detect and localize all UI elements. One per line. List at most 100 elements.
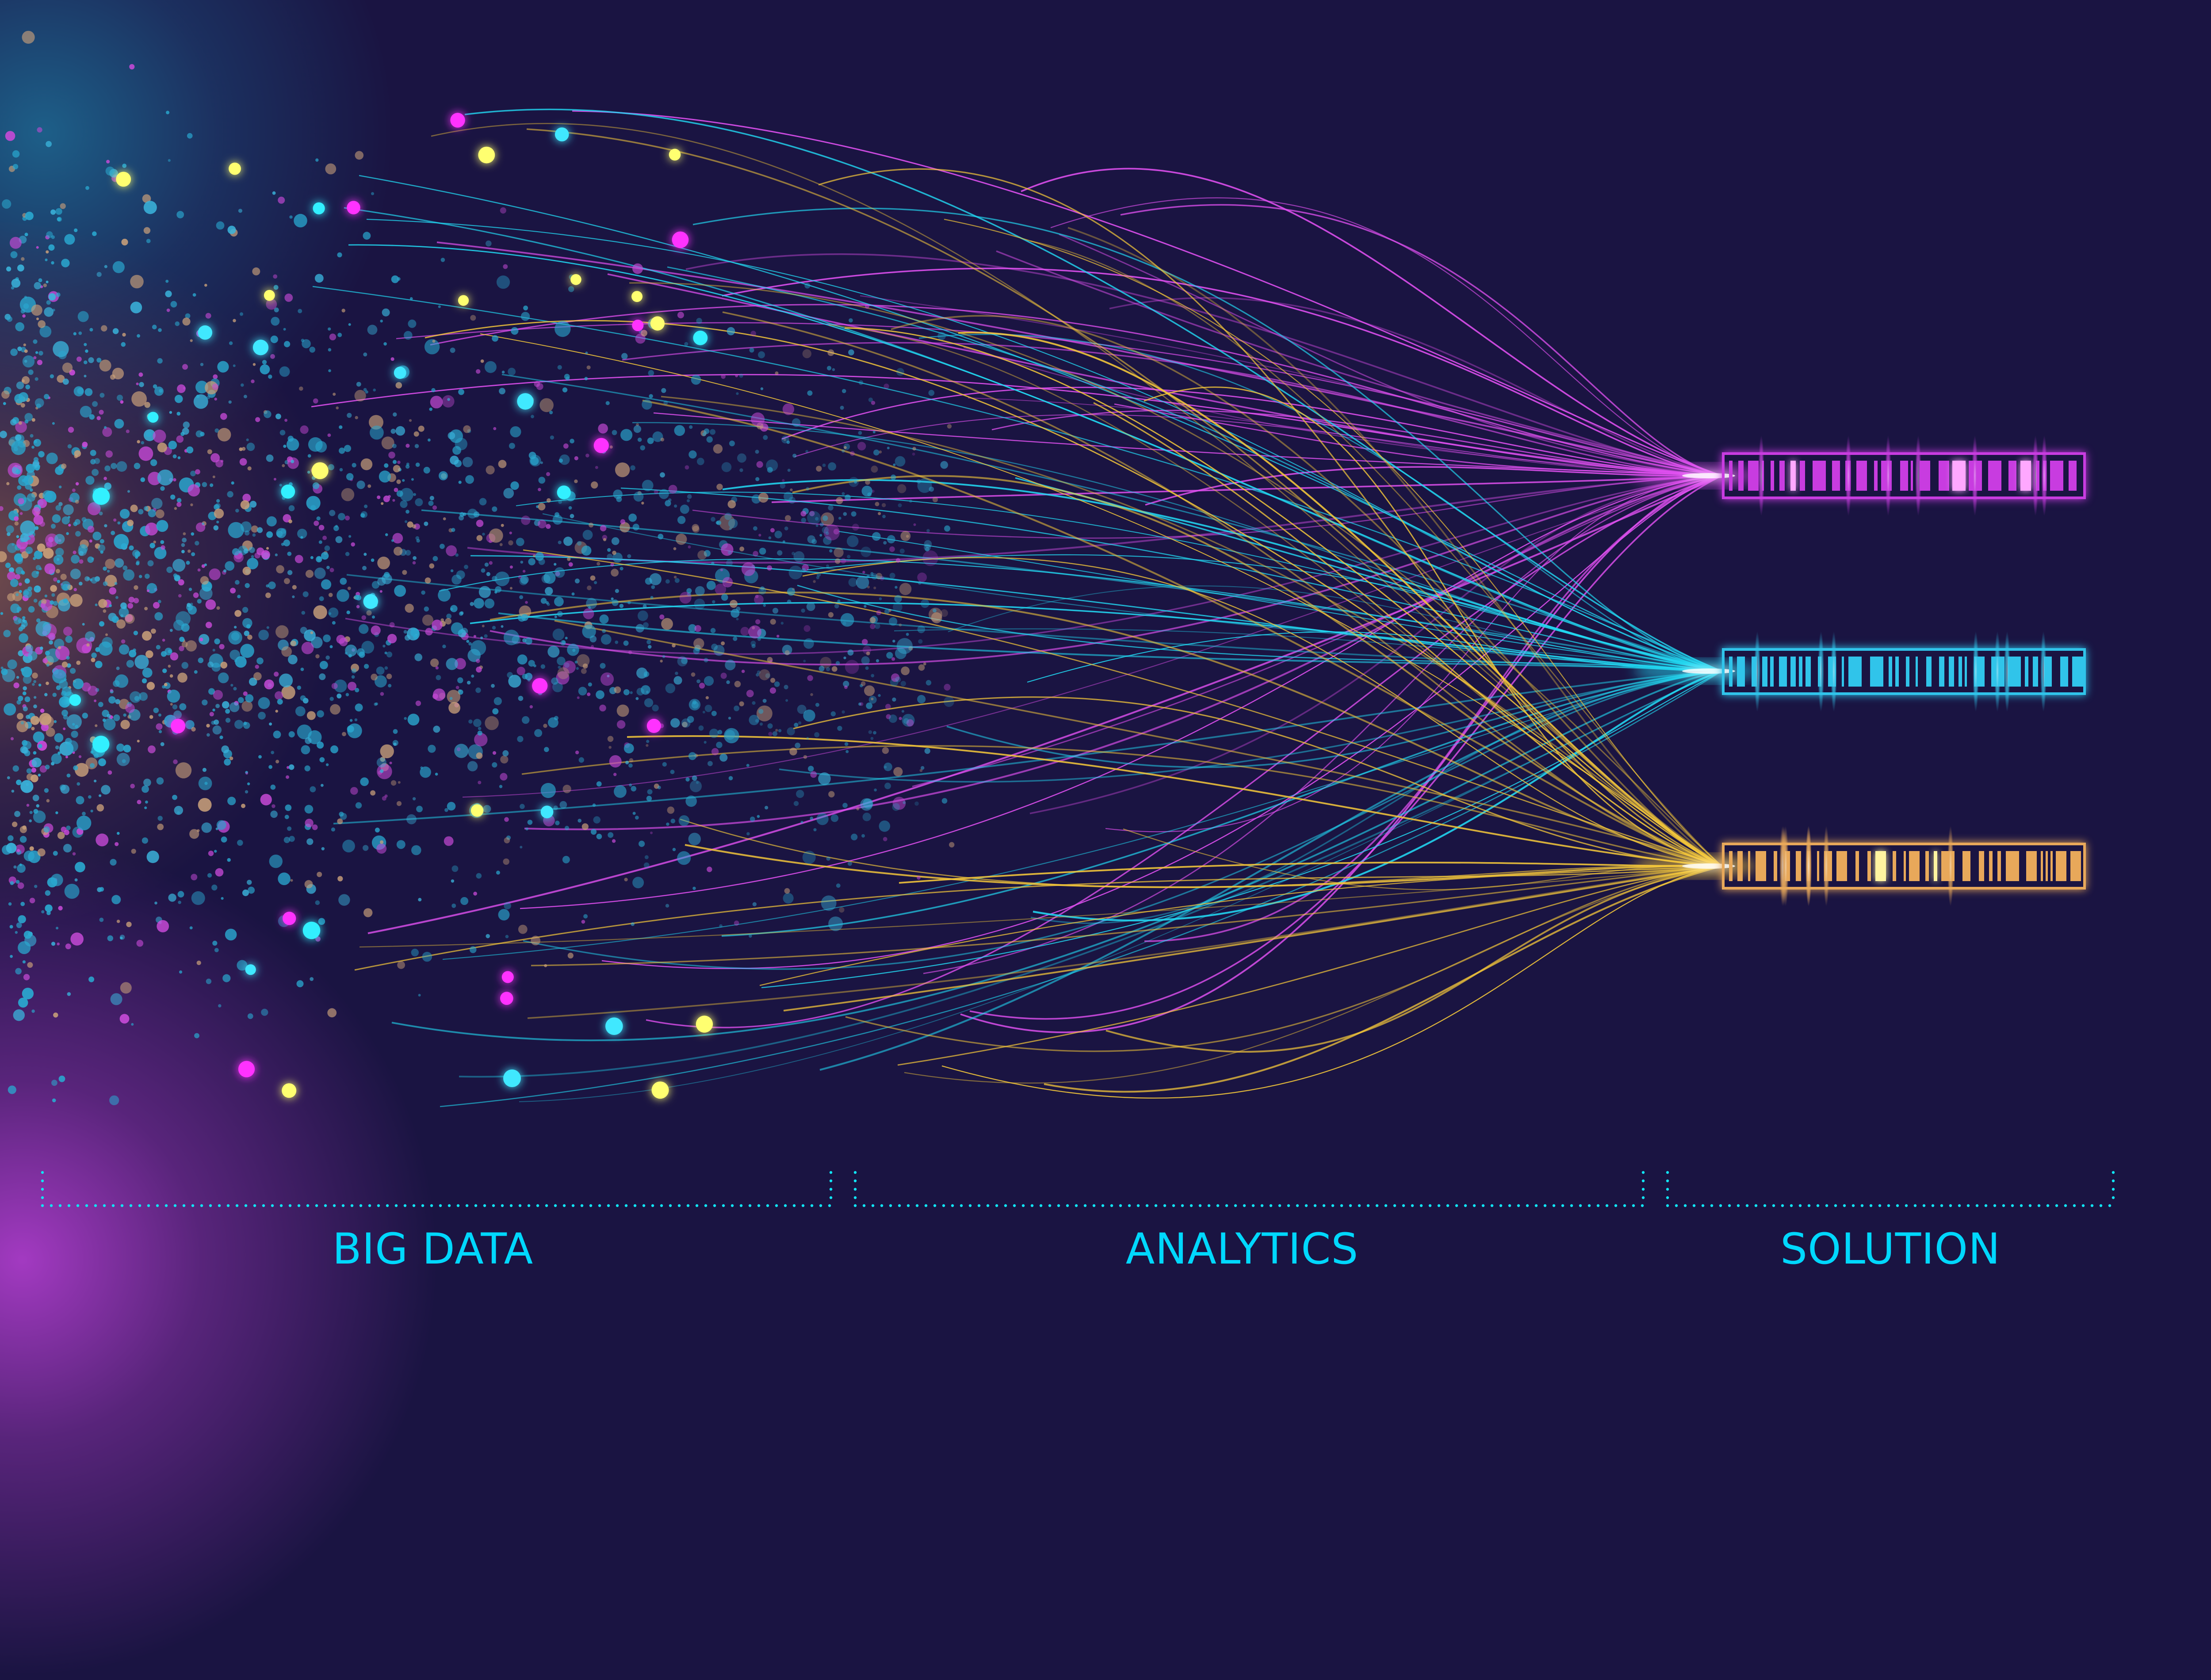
barcode-bar	[1889, 657, 1892, 687]
barcode-bar	[2046, 851, 2048, 881]
barcode-bar	[2056, 851, 2066, 881]
bracket-solution	[1666, 1171, 2115, 1207]
barcode-bar	[1806, 657, 1811, 687]
barcode-bar	[1790, 657, 1796, 687]
barcode-bar	[1949, 657, 1954, 687]
barcode-flare	[1947, 825, 1954, 907]
barcode-flare	[1971, 435, 1978, 516]
barcode-flare	[1994, 631, 2001, 712]
barcode-bar	[1875, 851, 1886, 881]
barcode-bar	[1790, 461, 1796, 491]
barcode-flare	[1805, 825, 1812, 907]
analytics-connection-lines	[311, 108, 1723, 1107]
barcode-bar	[1874, 461, 1878, 491]
barcode-bar	[2072, 657, 2085, 687]
bracket-big-data	[41, 1171, 833, 1207]
barcode-bar	[2025, 657, 2028, 687]
barcode-bar	[2033, 657, 2038, 687]
barcode-bar	[1959, 657, 1962, 687]
big-data-particles	[0, 31, 955, 1105]
stage-label-solution: SOLUTION	[1780, 1224, 2001, 1274]
barcode-bar	[1870, 657, 1883, 687]
barcode-flare	[2032, 435, 2039, 516]
stage-label-analytics: ANALYTICS	[1125, 1224, 1359, 1274]
barcode-flare	[2004, 631, 2011, 712]
barcode-bar	[1748, 461, 1759, 491]
barcode-bar	[1762, 657, 1767, 687]
barcode-bar	[1867, 851, 1871, 881]
barcode-flare	[2041, 435, 2048, 516]
barcode-bar	[1904, 851, 1906, 881]
barcode-bar	[1729, 461, 1733, 491]
barcode-flare	[1779, 825, 1786, 907]
barcode-flare	[1830, 631, 1837, 712]
barcode-flare	[1758, 435, 1764, 516]
barcode-bar	[1774, 851, 1777, 881]
barcode-flare	[1823, 825, 1829, 907]
barcode-bar	[1997, 851, 2001, 881]
barcode-bar	[1934, 851, 1937, 881]
barcode-flare	[1754, 631, 1760, 712]
barcode-bar	[1779, 657, 1787, 687]
barcode-bar	[1979, 851, 1984, 881]
barcode-bar	[2008, 461, 2016, 491]
barcode-flare	[1818, 631, 1825, 712]
barcode-bar	[1965, 657, 1967, 687]
barcode-bar	[1836, 851, 1847, 881]
barcode-bar	[2070, 851, 2081, 881]
barcode-bar	[1813, 461, 1826, 491]
barcode-flare	[1973, 631, 1979, 712]
barcode-bar	[1771, 461, 1774, 491]
barcode-bar	[1939, 657, 1944, 687]
barcode-bar	[1770, 657, 1774, 687]
barcode-bar	[1939, 461, 1949, 491]
barcode-bar	[1779, 461, 1785, 491]
yellow-output-lines	[354, 122, 1723, 1099]
barcode-bar	[2020, 461, 2031, 491]
barcode-bar	[1895, 657, 1899, 687]
barcode-bar	[1856, 461, 1867, 491]
barcode-bar	[1855, 851, 1859, 881]
cyan-output-lines	[312, 108, 1722, 1107]
barcode-bar	[1737, 657, 1745, 687]
barcode-bar	[1989, 851, 1993, 881]
barcode-bar	[1729, 657, 1733, 687]
barcode-bar	[1848, 657, 1862, 687]
barcode-bar	[1920, 461, 1930, 491]
barcode-bar	[2050, 851, 2053, 881]
barcode-bar	[2026, 851, 2037, 881]
data-flow-illustration	[0, 31, 2115, 1207]
barcode-bar	[1962, 851, 1970, 881]
barcode-bar	[1952, 461, 1966, 491]
barcode-flare	[1885, 435, 1892, 516]
barcode-bar	[2069, 461, 2077, 491]
barcode-bar	[1738, 461, 1744, 491]
barcode-bar	[1729, 851, 1733, 881]
barcode-bar	[1925, 851, 1929, 881]
barcode-bar	[1799, 657, 1802, 687]
barcode-flare	[1845, 435, 1852, 516]
barcode-bar	[1906, 657, 1909, 687]
barcode-bar	[1988, 461, 2001, 491]
barcode-bar	[1893, 851, 1896, 881]
convergence-points	[1633, 464, 1757, 878]
barcode-bar	[1926, 657, 1932, 687]
barcode-flare	[2040, 631, 2047, 712]
stage-brackets	[41, 1171, 2115, 1207]
barcode-bar	[1737, 851, 1743, 881]
cyan-output-barcode	[1722, 631, 2086, 712]
barcode-bar	[1832, 461, 1840, 491]
barcode-bar	[1800, 461, 1805, 491]
barcode-bar	[1911, 461, 1913, 491]
barcode-bar	[1916, 657, 1918, 687]
barcode-bar	[1842, 657, 1844, 687]
barcode-bar	[1817, 851, 1819, 881]
barcode-bar	[1909, 851, 1920, 881]
barcode-bar	[1900, 461, 1908, 491]
magenta-output-barcode	[1722, 435, 2086, 516]
stage-label-big-data: BIG DATA	[332, 1224, 534, 1274]
barcode-bar	[2050, 461, 2063, 491]
barcode-bar	[1796, 851, 1801, 881]
barcode-bar	[2041, 851, 2043, 881]
barcode-bar	[1748, 851, 1750, 881]
